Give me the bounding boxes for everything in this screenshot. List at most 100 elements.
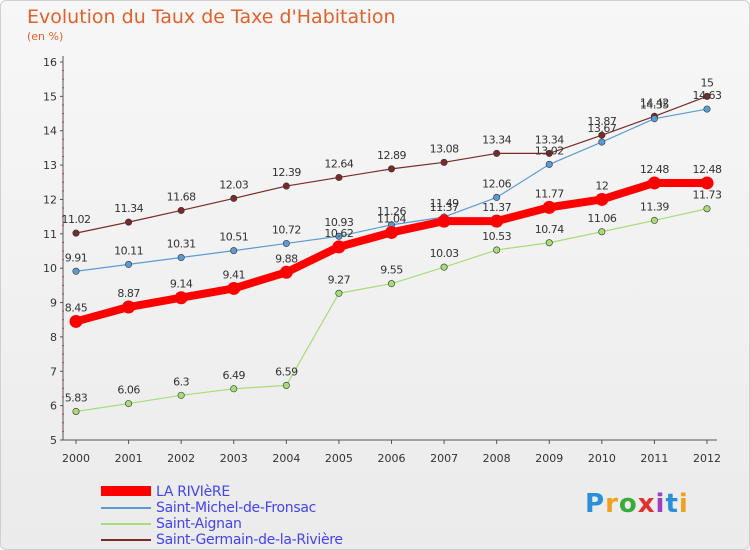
- data-point: [335, 232, 343, 240]
- x-tick-label: 2000: [62, 452, 90, 465]
- x-tick-label: 2011: [640, 452, 668, 465]
- data-point: [545, 149, 553, 157]
- data-label: 11.02: [62, 213, 91, 226]
- data-label: 8.87: [117, 287, 140, 300]
- data-label: 6.06: [117, 384, 140, 397]
- data-point: [490, 214, 504, 228]
- data-label: 11.37: [430, 201, 459, 214]
- y-minor-tick: [62, 293, 64, 295]
- y-minor-tick: [62, 362, 64, 364]
- data-label: 9.88: [275, 252, 298, 265]
- data-point: [598, 131, 606, 139]
- data-label: 13.67: [587, 122, 616, 135]
- y-minor-tick: [62, 224, 64, 226]
- data-label: 11.26: [377, 205, 406, 218]
- data-label: 11.06: [587, 212, 616, 225]
- data-label: 10.51: [219, 231, 248, 244]
- data-point: [227, 281, 241, 295]
- x-tick-label: 2008: [483, 452, 511, 465]
- data-point: [69, 314, 83, 328]
- data-label: 11.77: [535, 187, 564, 200]
- data-label: 10.93: [324, 216, 353, 229]
- legend-label-saint-aignan: Saint-Aignan: [156, 516, 242, 532]
- legend-swatch-saint-aignan: [101, 523, 151, 525]
- data-label: 12.39: [272, 166, 301, 179]
- data-point: [595, 192, 609, 206]
- data-point: [335, 289, 343, 297]
- logo-letter: o: [618, 489, 638, 519]
- data-point: [72, 407, 80, 415]
- y-minor-tick: [62, 310, 64, 312]
- y-minor-tick: [62, 78, 64, 80]
- legend-label-saint-germain: Saint-Germain-de-la-Rivière: [156, 532, 343, 548]
- data-label: 9.91: [65, 251, 88, 264]
- data-label: 6.59: [275, 365, 298, 378]
- x-tick-label: 2012: [693, 452, 721, 465]
- data-label: 11.68: [167, 190, 196, 203]
- y-minor-tick: [62, 250, 64, 252]
- y-minor-tick: [62, 259, 64, 261]
- y-tick-label: 15: [43, 90, 57, 103]
- y-minor-tick: [62, 345, 64, 346]
- y-minor-tick: [62, 138, 64, 140]
- y-tick-label: 14: [43, 125, 57, 138]
- data-point: [545, 239, 553, 247]
- data-point: [282, 182, 290, 190]
- data-point: [598, 228, 606, 236]
- data-point: [125, 260, 133, 268]
- logo-letter: i: [655, 489, 666, 519]
- data-point: [72, 229, 80, 237]
- x-tick-label: 2005: [325, 452, 353, 465]
- data-point: [335, 173, 343, 181]
- y-tick-label: 16: [43, 56, 57, 69]
- y-minor-tick: [62, 181, 64, 183]
- data-label: 5.83: [65, 391, 88, 404]
- data-point: [332, 240, 346, 254]
- y-minor-tick: [62, 353, 64, 355]
- data-point: [230, 385, 238, 393]
- y-minor-tick: [62, 413, 64, 415]
- data-label: 14.35: [640, 99, 669, 112]
- y-tick-label: 10: [43, 262, 57, 275]
- data-point: [703, 205, 711, 213]
- data-label: 9.55: [380, 264, 403, 277]
- x-tick-label: 2007: [430, 452, 458, 465]
- y-tick-label: 9: [50, 297, 57, 310]
- logo-letter: t: [665, 489, 679, 519]
- y-minor-tick: [62, 121, 64, 123]
- data-label: 13.08: [430, 142, 459, 155]
- data-label: 10.03: [430, 247, 459, 260]
- data-label: 13.34: [535, 133, 564, 146]
- data-label: 9.27: [328, 273, 351, 286]
- series-line-0: [74, 178, 707, 326]
- data-point: [545, 160, 553, 168]
- data-point: [230, 194, 238, 202]
- data-point: [493, 246, 501, 254]
- data-label: 10.53: [482, 230, 511, 243]
- y-minor-tick: [62, 70, 64, 72]
- data-point: [230, 247, 238, 255]
- data-label: 11.37: [482, 201, 511, 214]
- data-point: [174, 291, 188, 305]
- y-minor-tick: [62, 276, 64, 278]
- data-label: 13.87: [587, 115, 616, 128]
- data-label: 6.3: [173, 375, 189, 388]
- logo-letter: P: [585, 489, 606, 519]
- legend-swatch-saint-michel: [101, 507, 151, 509]
- data-point: [650, 115, 658, 123]
- y-minor-tick: [62, 422, 64, 424]
- y-minor-tick: [62, 104, 64, 106]
- legend-swatch-saint-germain: [101, 539, 151, 541]
- data-label: 10.72: [272, 223, 301, 236]
- data-point: [440, 158, 448, 166]
- y-tick-label: 11: [43, 228, 57, 241]
- data-point: [493, 193, 501, 201]
- y-tick-label: 5: [50, 434, 57, 447]
- y-minor-tick: [62, 241, 64, 243]
- logo-letter: i: [678, 489, 689, 519]
- y-minor-tick: [62, 430, 64, 432]
- data-label: 13.02: [535, 144, 564, 157]
- x-tick-label: 2003: [220, 452, 248, 465]
- data-point: [542, 200, 556, 214]
